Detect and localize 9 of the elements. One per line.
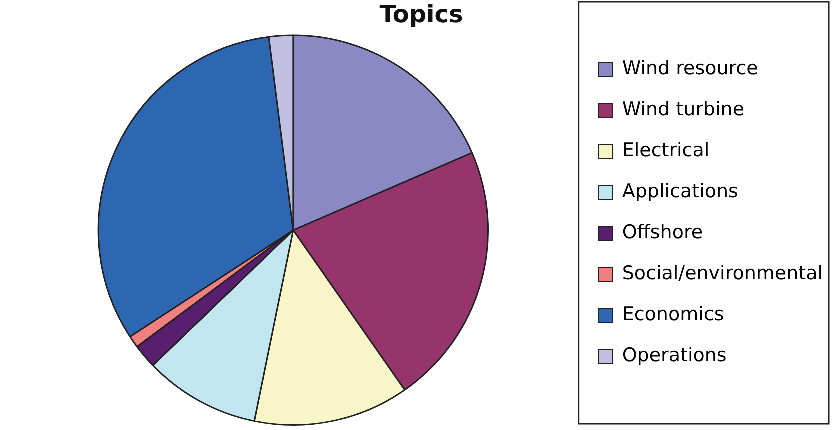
- legend-label: Wind turbine: [622, 98, 745, 120]
- legend-label: Wind resource: [622, 57, 758, 80]
- legend-label: Electrical: [622, 139, 710, 162]
- legend-label: Economics: [622, 303, 724, 326]
- legend-label: Offshore: [622, 221, 704, 244]
- legend-label: Social/environmental: [622, 262, 824, 284]
- legend-label: Operations: [622, 344, 727, 366]
- legend-label: Applications: [622, 180, 738, 202]
- chart-title: Topics: [380, 0, 464, 29]
